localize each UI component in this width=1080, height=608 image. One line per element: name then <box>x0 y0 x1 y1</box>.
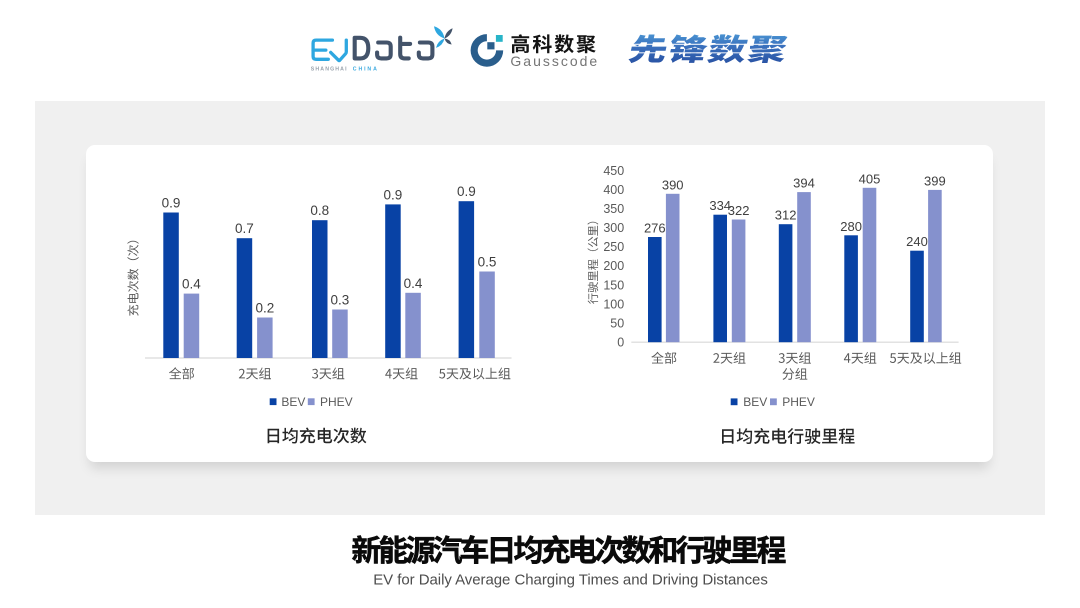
svg-text:150: 150 <box>603 278 624 292</box>
svg-text:350: 350 <box>603 202 624 216</box>
svg-text:312: 312 <box>775 208 797 223</box>
svg-text:50: 50 <box>610 316 624 330</box>
svg-text:334: 334 <box>709 198 731 213</box>
svg-text:0.7: 0.7 <box>235 221 254 236</box>
svg-text:0.8: 0.8 <box>310 203 329 218</box>
svg-text:399: 399 <box>924 173 946 188</box>
svg-text:0.9: 0.9 <box>457 184 476 199</box>
svg-text:200: 200 <box>603 259 624 273</box>
svg-text:250: 250 <box>603 240 624 254</box>
svg-text:0.4: 0.4 <box>182 277 201 292</box>
svg-text:300: 300 <box>603 221 624 235</box>
svg-text:100: 100 <box>603 297 624 311</box>
svg-text:450: 450 <box>603 164 624 178</box>
svg-text:Gausscode: Gausscode <box>510 53 599 69</box>
svg-text:322: 322 <box>728 203 750 218</box>
svg-text:0.5: 0.5 <box>478 255 497 270</box>
svg-text:276: 276 <box>644 221 666 236</box>
svg-text:0.9: 0.9 <box>162 196 181 211</box>
svg-text:SHANGHAI: SHANGHAI <box>311 67 348 73</box>
svg-text:EV for Daily Average Charging: EV for Daily Average Charging Times and … <box>373 572 768 589</box>
svg-text:0.2: 0.2 <box>255 301 274 316</box>
svg-text:400: 400 <box>603 183 624 197</box>
svg-text:CHINA: CHINA <box>353 67 379 73</box>
svg-text:PHEV: PHEV <box>782 395 815 409</box>
svg-text:405: 405 <box>859 171 881 186</box>
svg-text:BEV: BEV <box>281 395 305 409</box>
svg-text:0: 0 <box>617 336 624 350</box>
svg-text:0.9: 0.9 <box>384 187 403 202</box>
svg-text:240: 240 <box>906 234 928 249</box>
svg-text:0.3: 0.3 <box>331 293 350 308</box>
svg-text:0.4: 0.4 <box>404 276 423 291</box>
svg-text:280: 280 <box>840 219 862 234</box>
svg-text:BEV: BEV <box>743 395 767 409</box>
svg-text:390: 390 <box>662 177 684 192</box>
svg-text:394: 394 <box>793 176 815 191</box>
svg-text:PHEV: PHEV <box>320 395 353 409</box>
